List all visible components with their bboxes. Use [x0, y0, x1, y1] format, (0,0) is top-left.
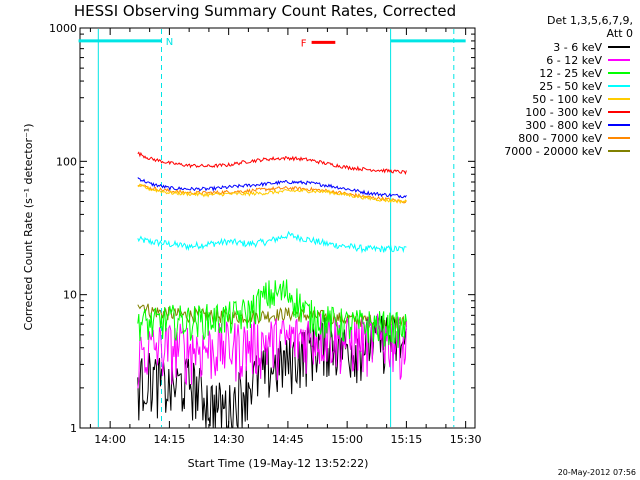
y-tick-label: 1 [70, 422, 77, 435]
legend-label: 6 - 12 keV [546, 54, 602, 67]
legend-label: 7000 - 20000 keV [504, 145, 602, 158]
legend-header: Det 1,3,5,6,7,9, [547, 14, 633, 27]
legend-label: 12 - 25 keV [539, 67, 602, 80]
x-axis-label: Start Time (19-May-12 13:52:22) [188, 457, 369, 470]
flag-marker-label: N [166, 37, 173, 48]
x-tick-label: 15:00 [331, 433, 363, 446]
series-line [137, 230, 407, 254]
x-tick-label: 15:15 [391, 433, 423, 446]
series-line [137, 183, 407, 205]
series-line [137, 314, 407, 429]
legend-header-attenuator: Att 0 [607, 27, 633, 40]
x-tick-label: 14:15 [154, 433, 186, 446]
series-line [137, 313, 407, 389]
plot-area: 1 10 100 1000 14:00 14:15 14:30 14:45 15:00 15:15… [49, 22, 482, 446]
legend-label: 800 - 7000 keV [518, 132, 602, 145]
series-line [137, 151, 407, 175]
y-tick-label: 100 [56, 155, 77, 168]
x-tick-label: 14:45 [272, 433, 304, 446]
y-axis-label: Corrected Count Rate (s⁻¹ detector⁻¹) [22, 124, 35, 331]
legend-label: 300 - 800 keV [525, 119, 602, 132]
series-line [137, 279, 407, 348]
legend-label: 50 - 100 keV [532, 93, 602, 106]
plot-frame [79, 27, 476, 429]
x-tick-label: 15:30 [450, 433, 482, 446]
footer-timestamp: 20-May-2012 07:56 [558, 468, 636, 477]
x-tick-label: 14:30 [213, 433, 245, 446]
legend-label: 25 - 50 keV [539, 80, 602, 93]
legend-label: 100 - 300 keV [525, 106, 602, 119]
y-tick-label: 1000 [49, 22, 77, 35]
series-line [137, 177, 407, 199]
legend-label: 3 - 6 keV [553, 41, 602, 54]
chart-title: HESSI Observing Summary Count Rates, Cor… [74, 2, 456, 20]
flag-marker-label: F [301, 38, 307, 49]
y-tick-label: 10 [63, 289, 77, 302]
x-tick-label: 14:00 [94, 433, 126, 446]
